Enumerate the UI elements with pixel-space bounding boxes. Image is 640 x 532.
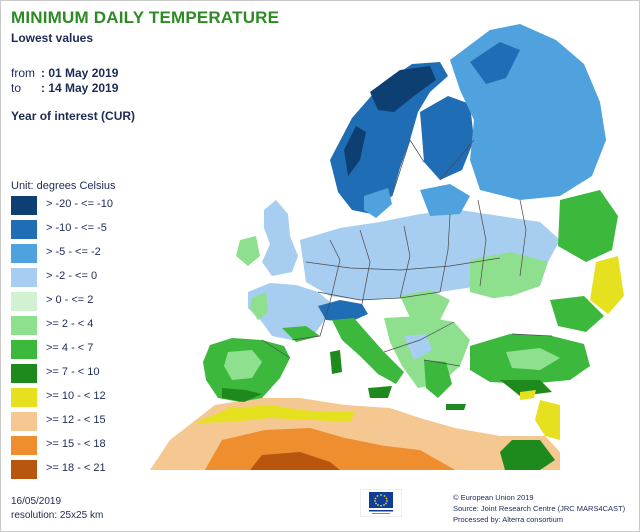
credits-copyright: © European Union 2019 <box>453 493 534 502</box>
iberia-cool-center <box>224 350 262 380</box>
period-to-value: : 14 May 2019 <box>41 81 119 95</box>
legend-item: >= 4 - < 7 <box>11 338 216 362</box>
legend-item: >= 18 - < 21 <box>11 458 216 482</box>
legend-item: >= 15 - < 18 <box>11 434 216 458</box>
caspian-hot <box>590 256 624 314</box>
legend-item: > -5 - <= -2 <box>11 242 216 266</box>
sicily <box>368 386 392 398</box>
legend-item: > 0 - <= 2 <box>11 290 216 314</box>
legend-swatch <box>11 196 37 215</box>
legend-swatch <box>11 292 37 311</box>
legend-label: >= 15 - < 18 <box>46 438 106 450</box>
european-commission-logo <box>360 489 402 517</box>
legend-label: > -20 - <= -10 <box>46 198 113 210</box>
legend-label: > 0 - <= 2 <box>46 294 94 306</box>
baltic-blue <box>420 184 470 216</box>
credits-processed: Processed by: Alterra consortium <box>453 515 564 524</box>
legend-item: >= 10 - < 12 <box>11 386 216 410</box>
legend-swatch <box>11 412 37 431</box>
footer-date: 16/05/2019 <box>11 496 62 507</box>
levant-green <box>500 440 555 470</box>
legend-label: >= 2 - < 4 <box>46 318 94 330</box>
legend-unit: Unit: degrees Celsius <box>11 180 116 192</box>
crete <box>446 404 466 410</box>
alps <box>318 300 368 322</box>
legend-label: >= 4 - < 7 <box>46 342 94 354</box>
finland <box>420 96 474 180</box>
country-borders <box>261 139 553 367</box>
legend-swatch <box>11 388 37 407</box>
maghreb-coast-yellow <box>195 405 355 423</box>
norway-mountains <box>344 126 366 176</box>
france <box>248 283 330 340</box>
nile-yellow <box>535 400 560 440</box>
carpathian-green <box>400 290 450 322</box>
legend-item: > -10 - <= -5 <box>11 218 216 242</box>
sahara-hottest-zone <box>250 452 340 470</box>
legend-item: > -2 - <= 0 <box>11 266 216 290</box>
legend-swatch <box>11 364 37 383</box>
south-sweden <box>364 188 392 218</box>
kola-dark <box>470 42 520 84</box>
legend-swatch <box>11 460 37 479</box>
period-from-label: from <box>11 66 35 80</box>
legend-label: >= 12 - < 15 <box>46 414 106 426</box>
legend-item: >= 12 - < 15 <box>11 410 216 434</box>
anatolia-plateau <box>506 348 560 370</box>
legend-swatch <box>11 244 37 263</box>
legend-swatch <box>11 436 37 455</box>
caucasus <box>550 296 604 332</box>
cyprus <box>520 390 536 400</box>
northwest-russia <box>450 24 606 200</box>
france-green-west <box>250 292 268 320</box>
year-of-interest: Year of interest (CUR) <box>11 109 136 123</box>
map-title: MINIMUM DAILY TEMPERATURE <box>11 8 280 27</box>
legend-swatch <box>11 340 37 359</box>
lapland-coldest <box>370 66 436 112</box>
period-from-value: : 01 May 2019 <box>41 66 119 80</box>
russia-east-belt <box>558 190 618 262</box>
legend-label: > -2 - <= 0 <box>46 270 98 282</box>
black-sea <box>470 296 548 330</box>
period-to-label: to <box>11 81 22 95</box>
legend-label: >= 10 - < 12 <box>46 390 106 402</box>
legend-swatch <box>11 316 37 335</box>
legend-item: >= 2 - < 4 <box>11 314 216 338</box>
legend-label: >= 7 - < 10 <box>46 366 100 378</box>
legend: > -20 - <= -10 > -10 - <= -5 > -5 - <= -2 >… <box>11 194 216 482</box>
credits-source: Source: Joint Research Centre (JRC MARS4… <box>453 504 626 513</box>
legend-label: > -10 - <= -5 <box>46 222 107 234</box>
legend-swatch <box>11 268 37 287</box>
legend-label: > -5 - <= -2 <box>46 246 101 258</box>
legend-item: >= 7 - < 10 <box>11 362 216 386</box>
legend-item: > -20 - <= -10 <box>11 194 216 218</box>
turkey-south-coast <box>500 380 552 396</box>
map-subtitle: Lowest values <box>11 31 94 45</box>
italy <box>332 318 404 384</box>
legend-label: >= 18 - < 21 <box>46 462 106 474</box>
great-britain <box>262 200 298 276</box>
scandinavia <box>330 62 448 214</box>
period-from: from : 01 May 2019 <box>11 66 118 80</box>
ireland <box>236 236 260 266</box>
balkan-mountains <box>404 334 432 360</box>
sardinia <box>330 350 342 374</box>
ukraine-green <box>470 252 548 300</box>
footer-resolution: resolution: 25x25 km <box>11 510 104 521</box>
period-to: to : 14 May 2019 <box>11 81 118 95</box>
greece <box>424 360 452 398</box>
iberia-south-warm <box>222 388 262 402</box>
credits: © European Union 2019 Source: Joint Rese… <box>453 492 625 525</box>
france-south <box>282 326 320 342</box>
legend-swatch <box>11 220 37 239</box>
